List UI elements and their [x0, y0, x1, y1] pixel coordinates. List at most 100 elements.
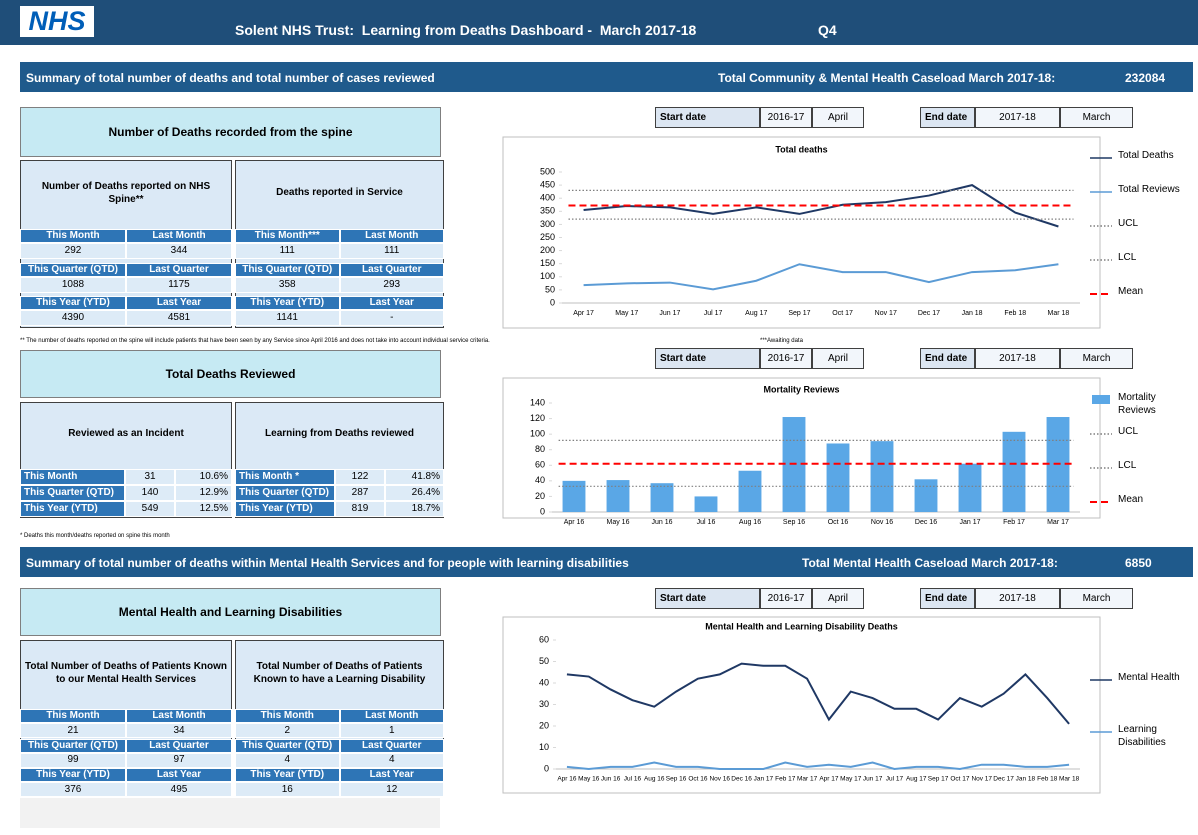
stat-value: 99 [20, 752, 126, 768]
y-tick-label: 50 [539, 656, 549, 666]
stat-value: 16 [235, 782, 340, 797]
y-tick-label: 30 [539, 699, 549, 709]
stat-label: Last Month [339, 709, 444, 723]
legend-label: UCL [1118, 426, 1139, 437]
stat-label: This Month [235, 709, 340, 723]
stat-label: This Year (YTD) [20, 768, 126, 782]
legend-item: Total Reviews [1088, 184, 1194, 214]
y-tick-label: 350 [540, 206, 555, 216]
x-tick-label: Jun 16 [651, 519, 672, 526]
panel-title: Number of Deaths recorded from the spine [20, 107, 441, 157]
x-tick-label: May 16 [578, 776, 600, 783]
bar [650, 483, 674, 512]
legend-label: LCL [1118, 460, 1137, 471]
date-end-month: March [1060, 107, 1133, 128]
x-tick-label: Aug 17 [745, 310, 767, 317]
legend-marker [1092, 395, 1110, 404]
date-start-month: April [812, 107, 864, 128]
x-tick-label: Mar 17 [1047, 519, 1069, 526]
x-tick-label: May 17 [840, 776, 862, 783]
legend-swatch [1092, 395, 1110, 404]
date-start-year: 2016-17 [760, 348, 812, 369]
x-tick-label: Apr 16 [557, 776, 577, 783]
date-start-year: 2016-17 [760, 107, 812, 128]
review-percent: 18.7% [385, 501, 444, 517]
table-title: Reviewed as an Incident [68, 428, 184, 439]
legend-item: Mental Health [1088, 672, 1194, 702]
review-label: This Month [20, 469, 125, 485]
stat-value: 4390 [20, 310, 126, 326]
y-tick-label: 40 [535, 475, 545, 485]
x-tick-label: Jun 16 [601, 776, 621, 783]
x-tick-label: Jul 17 [886, 776, 904, 783]
x-tick-label: Dec 16 [915, 519, 937, 526]
x-tick-label: Aug 16 [644, 776, 665, 783]
date-start-label: Start date [655, 107, 760, 128]
bar [958, 463, 982, 512]
stat-label: This Quarter (QTD) [235, 262, 340, 277]
bar [826, 443, 850, 512]
y-tick-label: 60 [535, 460, 545, 470]
y-tick-label: 0 [544, 763, 549, 773]
date-start-label: Start date [655, 588, 760, 609]
stat-label: Last Quarter [126, 262, 232, 277]
stat-value: 358 [235, 276, 340, 293]
y-tick-label: 400 [540, 193, 555, 203]
section-bar [20, 547, 1193, 577]
table-title: Learning from Deaths reviewed [265, 428, 414, 439]
review-label: This Quarter (QTD) [20, 485, 125, 501]
legend-swatch [1090, 731, 1112, 733]
x-tick-label: Jan 18 [1016, 776, 1036, 783]
review-count: 140 [125, 485, 175, 501]
y-tick-label: 40 [539, 677, 549, 687]
date-end-label: End date [920, 348, 975, 369]
x-tick-label: May 17 [615, 310, 638, 317]
x-tick-label: Oct 17 [950, 776, 970, 783]
x-tick-label: Jul 16 [697, 519, 716, 526]
x-tick-label: Mar 17 [797, 776, 818, 783]
y-tick-label: 0 [540, 506, 545, 516]
review-label: This Month * [235, 469, 335, 485]
legend-item: Learning Disabilities [1088, 724, 1194, 754]
table-title: Total Number of Deaths of Patients Known… [24, 660, 228, 685]
x-tick-label: Dec 17 [993, 776, 1014, 783]
legend-label: Mental Health [1118, 672, 1180, 683]
date-start-month: April [812, 348, 864, 369]
stat-value: 344 [126, 243, 232, 259]
stat-label: Last Year [126, 296, 232, 310]
legend-swatch [1090, 679, 1112, 681]
stat-label: Last Month [339, 229, 444, 243]
x-tick-label: Jul 16 [624, 776, 642, 783]
chart-frame [502, 136, 1101, 329]
date-end-month: March [1060, 348, 1133, 369]
review-count: 122 [335, 469, 385, 485]
legend-item: Total Deaths [1088, 150, 1194, 180]
x-tick-label: Nov 16 [871, 519, 893, 526]
x-tick-label: Jan 17 [959, 519, 980, 526]
date-end-label: End date [920, 588, 975, 609]
review-label: This Quarter (QTD) [235, 485, 335, 501]
stat-label: This Month [20, 229, 126, 243]
legend-item: UCL [1088, 218, 1194, 248]
x-tick-label: Feb 17 [775, 776, 796, 783]
caseload-label: Total Community & Mental Health Caseload… [718, 71, 1056, 85]
x-tick-label: Aug 17 [906, 776, 927, 783]
gray-area [20, 798, 440, 828]
footnote: ***Awaiting data [760, 338, 803, 344]
table-title: Total Number of Deaths of Patients Known… [253, 660, 426, 685]
stat-label: This Month*** [235, 229, 340, 243]
x-tick-label: Feb 18 [1037, 776, 1058, 783]
x-tick-label: Nov 17 [971, 776, 992, 783]
stat-value: 376 [20, 782, 126, 797]
header-bar [0, 0, 1198, 45]
stat-value: 1175 [126, 276, 232, 293]
review-count: 549 [125, 501, 175, 517]
legend-label: Total Deaths [1118, 150, 1174, 161]
x-tick-label: Mar 18 [1048, 310, 1070, 317]
y-tick-label: 0 [550, 297, 555, 307]
stat-value: 2 [235, 723, 340, 738]
legend-label: Mean [1118, 494, 1144, 505]
review-percent: 12.5% [175, 501, 232, 517]
legend-item: Mortality Reviews [1088, 392, 1194, 422]
